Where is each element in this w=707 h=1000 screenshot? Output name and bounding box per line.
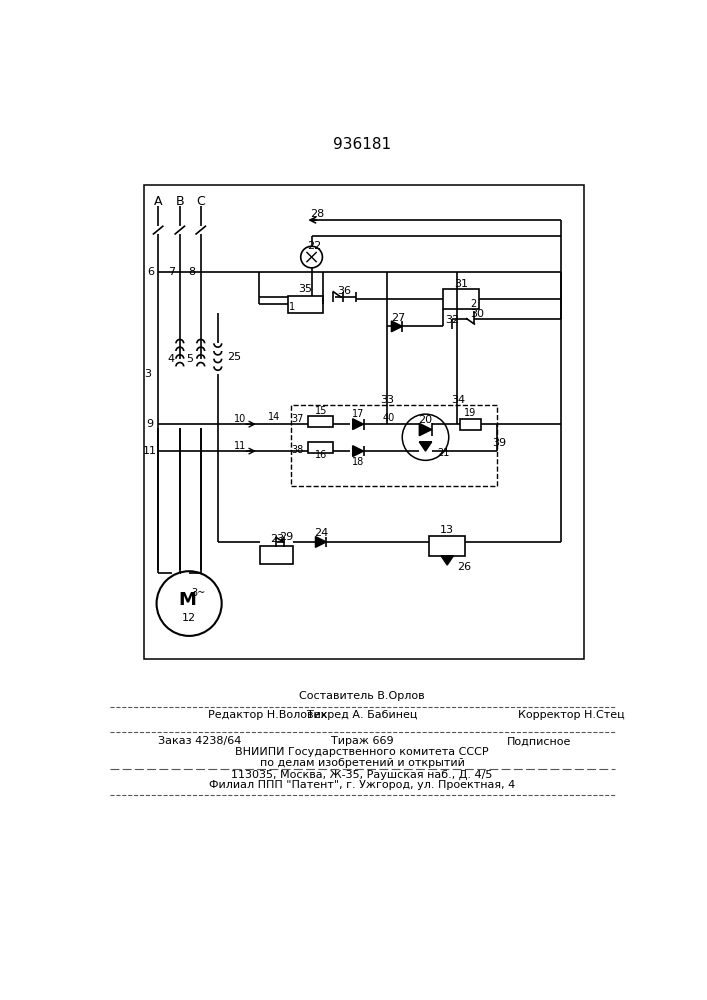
Text: 33: 33 [380,395,394,405]
Circle shape [300,246,322,268]
Text: 3: 3 [144,369,151,379]
Text: 27: 27 [391,313,406,323]
Polygon shape [392,321,402,332]
Text: Корректор Н.Стец: Корректор Н.Стец [518,710,625,720]
Text: 35: 35 [298,284,312,294]
Text: 34: 34 [451,395,465,405]
Bar [291,405,497,486]
Polygon shape [419,423,432,436]
Bar [460,419,481,430]
Text: 7: 7 [168,267,175,277]
Text: Тираж 669: Тираж 669 [331,736,393,746]
Polygon shape [353,446,363,456]
Text: 936181: 936181 [333,137,391,152]
Text: ВНИИПИ Государственного комитета СССР: ВНИИПИ Государственного комитета СССР [235,747,489,757]
Polygon shape [353,419,363,430]
Text: 11: 11 [234,441,247,451]
Text: 14: 14 [268,412,281,422]
Text: 11: 11 [143,446,156,456]
Text: 13: 13 [440,525,454,535]
Text: 24: 24 [314,528,328,538]
Text: M: M [179,591,197,609]
Text: 40: 40 [383,413,395,423]
Text: 113035, Москва, Ж-35, Раушская наб., Д. 4/5: 113035, Москва, Ж-35, Раушская наб., Д. … [231,769,493,780]
Text: 39: 39 [492,438,506,448]
Text: 6: 6 [147,267,154,277]
Polygon shape [315,537,327,547]
Text: 9: 9 [146,419,153,429]
Text: 18: 18 [352,457,364,467]
Text: 37: 37 [291,414,304,424]
Bar [144,185,585,659]
Text: Заказ 4238/64: Заказ 4238/64 [158,736,242,746]
Text: 17: 17 [352,409,364,419]
Text: 12: 12 [182,613,196,623]
Text: 29: 29 [279,532,293,542]
Text: 36: 36 [337,286,351,296]
Polygon shape [419,442,432,451]
Text: 22: 22 [308,241,322,251]
Text: 4: 4 [168,354,175,364]
Bar [308,416,333,427]
Text: B: B [175,195,184,208]
Text: 30: 30 [470,309,484,319]
Text: 10: 10 [234,414,247,424]
Text: 16: 16 [315,450,327,460]
Text: 19: 19 [464,408,477,418]
Circle shape [402,414,449,460]
Text: 5: 5 [187,354,194,364]
Text: по делам изобретений и открытий: по делам изобретений и открытий [259,758,464,768]
Text: C: C [197,195,205,208]
Bar [260,546,293,564]
Text: 20: 20 [419,415,433,425]
Text: 2: 2 [470,299,477,309]
Bar [443,289,479,309]
Text: 23: 23 [269,534,284,544]
Text: A: A [154,195,163,208]
Text: 25: 25 [227,352,241,362]
Text: Техред А. Бабинец: Техред А. Бабинец [307,710,417,720]
Text: Редактор Н.Воловик: Редактор Н.Воловик [209,710,328,720]
Bar [288,296,323,312]
Polygon shape [441,556,453,565]
Text: Составитель В.Орлов: Составитель В.Орлов [299,691,425,701]
Text: 1: 1 [289,302,296,312]
Text: 26: 26 [457,562,472,572]
Text: 8: 8 [188,267,195,277]
Text: Подписное: Подписное [507,736,571,746]
Text: Филиал ППП "Патент", г. Ужгород, ул. Проектная, 4: Филиал ППП "Патент", г. Ужгород, ул. Про… [209,780,515,790]
Text: 38: 38 [291,445,304,455]
Text: 21: 21 [437,448,450,458]
Bar [308,442,333,453]
Circle shape [156,571,222,636]
Text: 31: 31 [454,279,468,289]
Text: 28: 28 [310,209,324,219]
Text: 32: 32 [445,315,460,325]
Bar [429,536,465,556]
Text: 15: 15 [315,406,327,416]
Text: 3~: 3~ [192,588,206,598]
